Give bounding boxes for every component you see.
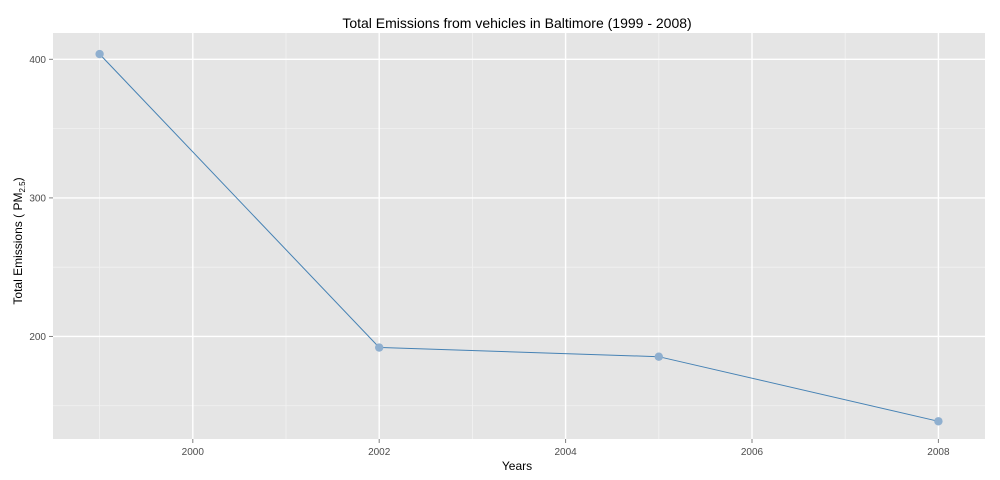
- data-point: [934, 417, 943, 426]
- grid-minor: [53, 33, 985, 439]
- data-point: [375, 343, 384, 352]
- data-point: [654, 352, 663, 361]
- plot-panel: [53, 33, 985, 439]
- x-tick-label: 2004: [554, 447, 577, 458]
- y-tick-label: 300: [29, 193, 46, 204]
- y-axis-title: Total Emissions ( PM2.5): [11, 177, 27, 304]
- y-axis-title-suffix: ): [11, 177, 25, 181]
- data-point: [95, 49, 104, 59]
- x-axis-ticks: 2000 2002 2004 2006 2008: [182, 439, 950, 458]
- grid-major: [53, 33, 985, 439]
- x-tick-label: 2000: [182, 447, 205, 458]
- y-tick-label: 200: [29, 332, 46, 343]
- y-axis-ticks: 200 300 400: [29, 55, 53, 343]
- x-tick-label: 2006: [741, 447, 764, 458]
- y-tick-label: 400: [29, 55, 46, 66]
- x-tick-label: 2002: [368, 447, 391, 458]
- series-lines: [99, 53, 939, 422]
- x-axis-title: Years: [502, 459, 532, 473]
- series-points: [95, 49, 943, 426]
- x-tick-label: 2008: [927, 447, 950, 458]
- series-line: [99, 53, 939, 422]
- y-axis-title-subscript: 2.5: [18, 181, 27, 193]
- y-axis-title-main: Total Emissions ( PM: [11, 193, 25, 305]
- chart-title: Total Emissions from vehicles in Baltimo…: [342, 15, 691, 31]
